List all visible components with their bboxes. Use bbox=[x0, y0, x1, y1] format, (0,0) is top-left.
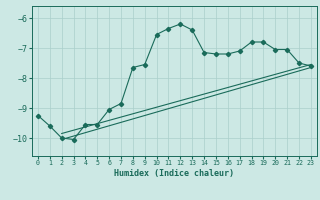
X-axis label: Humidex (Indice chaleur): Humidex (Indice chaleur) bbox=[115, 169, 234, 178]
